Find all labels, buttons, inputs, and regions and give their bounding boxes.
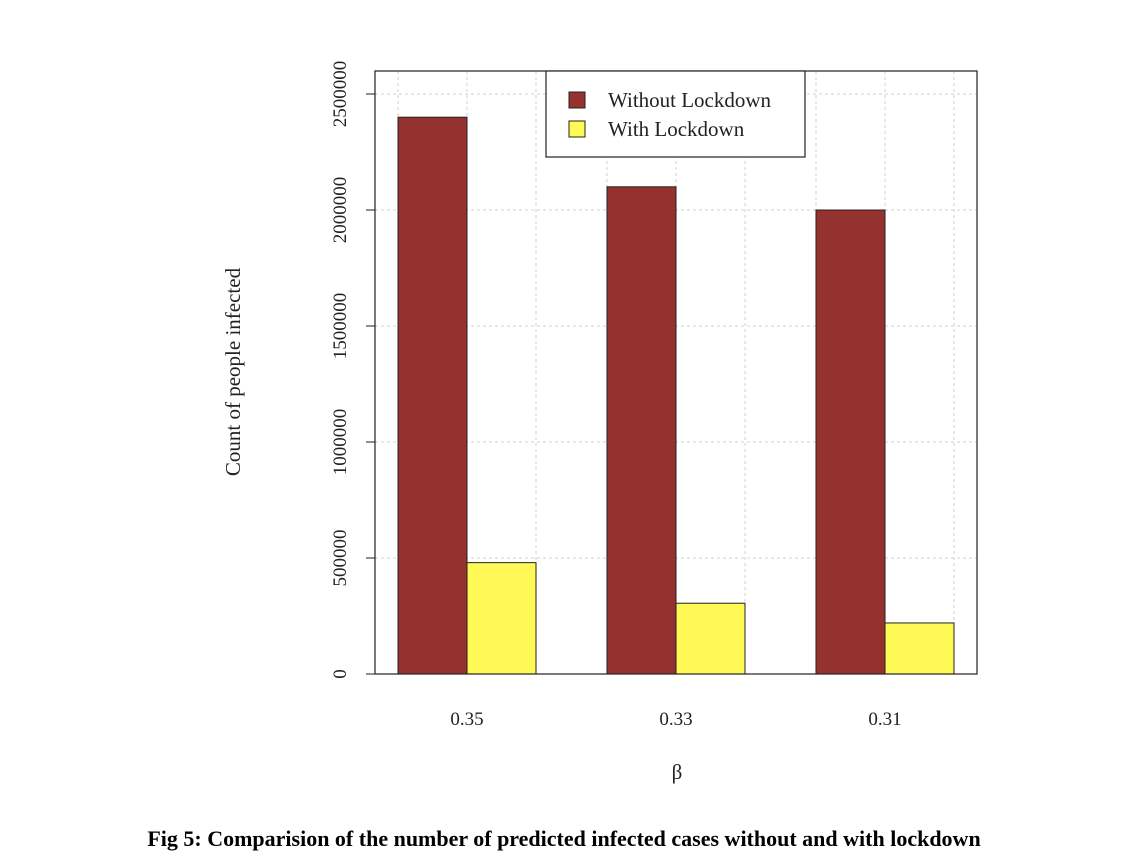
y-tick-label: 1500000	[330, 293, 351, 360]
bar-without-lockdown-0.33	[606, 186, 677, 675]
legend-label: Without Lockdown	[608, 88, 772, 112]
bar-with-lockdown-0.31	[884, 622, 955, 675]
y-tick-label: 2000000	[330, 177, 351, 244]
legend-box	[545, 70, 806, 158]
y-tick-label: 1000000	[330, 409, 351, 476]
bar-without-lockdown-0.31	[815, 209, 886, 675]
legend-label: With Lockdown	[608, 117, 745, 141]
bar-with-lockdown-0.33	[675, 602, 746, 675]
y-axis: 0 500000 1000000 1500000 2000000 2500000	[330, 61, 375, 679]
y-tick-label: 500000	[330, 530, 351, 587]
legend: Without Lockdown With Lockdown	[545, 70, 806, 158]
x-axis: 0.35 0.33 0.31	[450, 709, 901, 730]
legend-swatch	[568, 91, 586, 109]
bars	[375, 116, 977, 675]
y-axis-label: Count of people infected	[221, 267, 245, 476]
bar-without-lockdown-0.35	[397, 116, 468, 675]
x-tick-label: 0.31	[868, 709, 901, 730]
x-tick-label: 0.35	[450, 709, 483, 730]
x-tick-label: 0.33	[659, 709, 692, 730]
y-tick-label: 0	[330, 669, 351, 679]
x-axis-label: β	[672, 760, 683, 784]
legend-swatch	[568, 120, 586, 138]
bar-with-lockdown-0.35	[466, 562, 537, 675]
y-tick-label: 2500000	[330, 61, 351, 128]
figure-caption: Fig 5: Comparision of the number of pred…	[147, 826, 981, 851]
